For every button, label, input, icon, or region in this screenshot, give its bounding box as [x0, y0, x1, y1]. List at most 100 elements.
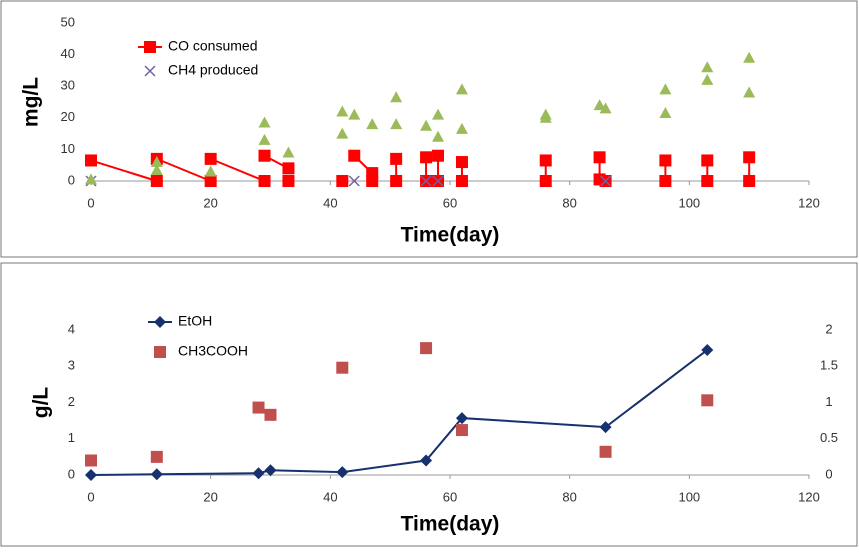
marker: [599, 445, 612, 458]
marker: [252, 467, 265, 480]
x-tick-label: 0: [87, 489, 94, 504]
marker: [743, 151, 756, 164]
marker: [258, 175, 271, 187]
y2-tick-label: 1: [825, 394, 832, 409]
marker: [432, 175, 444, 187]
marker: [539, 111, 552, 123]
y2-tick-label: 2: [825, 321, 832, 336]
x-tick-label: 100: [678, 489, 700, 504]
y-tick-label: 40: [61, 46, 75, 61]
marker: [599, 102, 612, 114]
marker: [85, 469, 97, 481]
marker: [336, 175, 349, 187]
marker: [432, 149, 445, 162]
marker: [600, 175, 612, 187]
y-tick-label: 1: [68, 430, 75, 445]
marker: [150, 450, 163, 463]
marker: [599, 421, 612, 434]
y-tick-label: 0: [68, 466, 75, 481]
marker: [282, 146, 295, 158]
x-tick-label: 80: [562, 489, 576, 504]
marker: [455, 156, 468, 169]
marker: [420, 342, 433, 355]
marker: [420, 151, 433, 164]
marker: [85, 454, 97, 467]
x-tick-label: 60: [443, 489, 457, 504]
marker: [282, 175, 295, 187]
marker: [150, 468, 163, 481]
legend-marker: [154, 346, 166, 358]
marker: [659, 175, 672, 187]
marker: [432, 108, 445, 120]
x-tick-label: 40: [323, 489, 337, 504]
x-tick-label: 120: [798, 195, 820, 210]
x-axis-title: Time(day): [401, 224, 500, 247]
marker: [420, 175, 432, 187]
marker: [420, 119, 433, 131]
marker: [455, 424, 468, 437]
y-tick-label: 0: [68, 172, 75, 187]
marker: [336, 105, 349, 117]
marker: [455, 122, 468, 134]
marker: [743, 51, 756, 63]
y-tick-label: 4: [68, 321, 75, 336]
marker: [204, 165, 217, 177]
marker: [264, 464, 277, 477]
legend-label: CH4 produced: [168, 62, 258, 78]
marker: [258, 149, 271, 162]
marker: [701, 61, 714, 73]
marker: [204, 175, 217, 187]
y-tick-label: 50: [61, 14, 75, 29]
x-tick-label: 120: [798, 489, 820, 504]
marker: [432, 130, 445, 142]
marker: [701, 394, 714, 407]
marker: [455, 83, 468, 95]
y-axis-title: mg/L: [20, 77, 43, 127]
y-tick-label: 3: [68, 358, 75, 373]
marker: [659, 154, 672, 167]
marker: [743, 175, 756, 187]
x-tick-label: 20: [203, 489, 217, 504]
marker: [150, 156, 163, 168]
y2-tick-label: 0.5: [820, 430, 838, 445]
marker: [85, 154, 97, 167]
marker: [593, 151, 606, 164]
y-tick-label: 10: [61, 141, 75, 156]
marker: [593, 99, 606, 111]
legend-marker: [154, 316, 166, 328]
marker: [85, 173, 97, 185]
marker: [282, 162, 295, 175]
marker: [390, 118, 403, 130]
marker: [258, 133, 271, 145]
marker: [348, 108, 361, 120]
marker: [150, 163, 163, 175]
legend-label: EtOH: [178, 313, 212, 329]
marker: [348, 149, 361, 162]
marker: [539, 154, 552, 167]
marker: [366, 175, 379, 187]
y2-tick-label: 1.5: [820, 358, 838, 373]
marker: [258, 116, 271, 128]
x-tick-label: 40: [323, 195, 337, 210]
marker: [348, 175, 360, 187]
marker: [455, 412, 468, 425]
marker: [701, 73, 714, 85]
x-axis-title: Time(day): [401, 513, 500, 536]
y-tick-label: 2: [68, 394, 75, 409]
marker: [390, 91, 403, 103]
marker: [701, 343, 714, 356]
marker: [701, 175, 714, 187]
y-tick-label: 20: [61, 109, 75, 124]
marker: [336, 127, 349, 139]
marker: [366, 118, 379, 130]
marker: [659, 107, 672, 119]
legend-marker: [144, 65, 156, 77]
marker: [264, 408, 277, 421]
marker: [701, 154, 714, 167]
marker: [390, 175, 403, 187]
marker: [743, 86, 756, 98]
x-tick-label: 0: [87, 195, 94, 210]
marker: [390, 152, 403, 165]
panel: [0, 262, 858, 547]
